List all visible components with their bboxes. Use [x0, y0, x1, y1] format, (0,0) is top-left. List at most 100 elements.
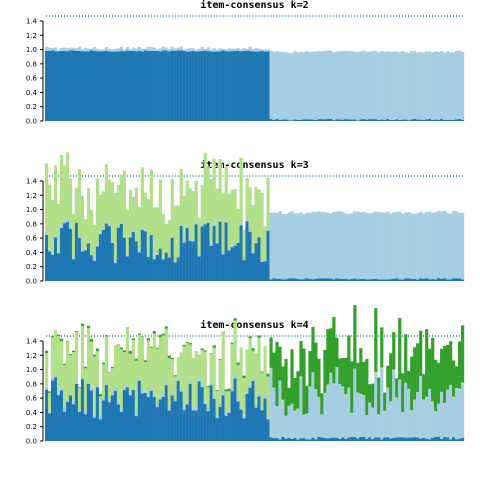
bar-segment-item-63-c2 — [230, 48, 234, 52]
bar-segment-item-94-c2 — [323, 50, 327, 120]
bar-segment-item-85-c2 — [296, 409, 300, 440]
bar-segment-item-46-c2 — [179, 388, 183, 392]
bar-segment-item-58-c2 — [215, 49, 219, 52]
bar-segment-item-52-c3 — [197, 217, 201, 254]
bar-segment-item-32-c4 — [137, 333, 141, 335]
bar-segment-item-9-c1 — [68, 395, 73, 441]
bar-segment-item-64-c3 — [233, 320, 237, 375]
bar-segment-item-15-c1 — [86, 243, 91, 281]
bar-segment-item-117-c3 — [392, 369, 396, 371]
bar-segment-item-125-c1 — [416, 279, 420, 281]
bar-segment-item-115-c2 — [386, 51, 390, 119]
bar-segment-item-130-c4 — [431, 337, 435, 402]
bar-segment-item-101-c4 — [344, 357, 348, 395]
bar-segment-item-92-c3 — [317, 397, 321, 398]
bar-segment-item-79-c1 — [278, 439, 282, 441]
bar-segment-item-62-c1 — [227, 51, 231, 121]
bar-segment-item-30-c1 — [131, 50, 135, 122]
bar-segment-item-137-c1 — [452, 278, 456, 281]
bar-segment-item-89-c1 — [308, 439, 312, 441]
y-tick-label: 1.0 — [26, 46, 37, 54]
bar-segment-item-31-c4 — [134, 358, 138, 361]
bar-segment-item-57-c2 — [212, 223, 216, 226]
bar-segment-item-49-c3 — [188, 344, 192, 380]
bar-segment-item-128-c4 — [425, 329, 429, 397]
bar-segment-item-134-c2 — [443, 210, 447, 279]
bar-segment-item-110-c1 — [371, 439, 375, 441]
bar-segment-item-112-c2 — [377, 212, 381, 280]
bar-segment-item-124-c2 — [413, 400, 417, 438]
bar-segment-item-73-c2 — [260, 408, 264, 411]
bar-segment-item-7-c4 — [62, 363, 67, 366]
bar-segment-item-134-c2 — [443, 52, 447, 120]
bar-segment-item-38-c2 — [155, 403, 159, 408]
bar-segment-item-61-c2 — [224, 412, 228, 417]
bar-segment-item-101-c2 — [344, 50, 348, 120]
bar-segment-item-38-c1 — [155, 254, 159, 281]
bar-segment-item-35-c1 — [146, 256, 150, 281]
bar-segment-item-63-c1 — [230, 51, 234, 121]
bar-segment-item-81-c2 — [284, 52, 288, 120]
bar-segment-item-4-c3 — [53, 165, 58, 236]
bar-segment-item-76-c2 — [269, 50, 273, 119]
bar-segment-item-112-c3 — [377, 414, 381, 416]
bar-segment-item-132-c4 — [437, 362, 441, 404]
bar-segment-item-83-c2 — [290, 52, 294, 121]
bar-segment-item-96-c3 — [329, 372, 333, 374]
bar-segment-item-75-c3 — [266, 376, 270, 418]
bar-segment-item-13-c1 — [80, 51, 85, 121]
bar-segment-item-68-c2 — [245, 391, 249, 394]
bar-segment-item-85-c4 — [296, 371, 300, 409]
bar-segment-item-31-c2 — [134, 411, 138, 417]
bar-segment-item-77-c2 — [272, 388, 276, 439]
bar-segment-item-19-c4 — [98, 394, 103, 397]
bar-segment-item-91-c2 — [314, 390, 318, 440]
bar-segment-item-65-c3 — [236, 208, 240, 243]
bar-segment-item-117-c2 — [392, 51, 396, 120]
bar-segment-item-79-c2 — [278, 51, 282, 121]
bar-segment-item-103-c1 — [350, 436, 354, 441]
bar-segment-item-49-c3 — [188, 188, 192, 240]
bar-segment-item-8-c3 — [65, 341, 70, 400]
bar-segment-item-48-c3 — [185, 342, 189, 401]
bar-segment-item-105-c1 — [356, 120, 360, 121]
bar-segment-item-8-c1 — [65, 221, 70, 281]
bar-segment-item-115-c4 — [386, 365, 390, 388]
bar-segment-item-80-c2 — [281, 213, 285, 280]
bar-segment-item-135-c1 — [446, 119, 450, 121]
bar-segment-item-76-c1 — [269, 437, 273, 441]
bar-segment-item-12-c1 — [77, 237, 82, 281]
bar-segment-item-76-c2 — [269, 369, 273, 438]
bar-segment-item-10-c1 — [71, 50, 76, 121]
bar-segment-item-27-c3 — [122, 352, 127, 388]
y-axis: 0.0 0.2 0.4 0.6 0.8 1.0 1.2 1.4 — [26, 18, 44, 126]
bar-segment-item-86-c2 — [299, 51, 303, 120]
bar-segment-item-60-c1 — [221, 254, 225, 281]
bar-segment-item-18-c2 — [95, 48, 100, 52]
bar-segment-item-20-c2 — [101, 49, 106, 52]
bar-segment-item-107-c4 — [362, 361, 366, 395]
bar-segment-item-8-c1 — [65, 51, 70, 121]
bar-segment-item-126-c1 — [419, 278, 423, 281]
bar-segment-item-84-c1 — [293, 119, 297, 121]
bar-segment-item-109-c2 — [368, 213, 372, 280]
bar-segment-item-48-c4 — [185, 341, 189, 343]
bar-segment-item-102-c2 — [347, 214, 351, 280]
bar-segment-item-40-c2 — [161, 46, 165, 51]
bar-segment-item-4-c2 — [53, 47, 58, 52]
bar-segment-item-50-c1 — [191, 50, 195, 122]
bar-segment-item-133-c3 — [440, 391, 444, 393]
bar-segment-item-109-c2 — [368, 51, 372, 120]
bar-segment-item-50-c3 — [191, 190, 195, 240]
bar-segment-item-129-c4 — [428, 348, 432, 390]
bar-segment-item-100-c2 — [341, 211, 345, 279]
bar-segment-item-107-c1 — [362, 436, 366, 441]
bar-segment-item-72-c3 — [257, 337, 261, 394]
bar-segment-item-36-c1 — [149, 51, 153, 121]
bar-segment-item-106-c4 — [359, 348, 363, 394]
bar-segment-item-85-c2 — [296, 213, 300, 279]
bar-segment-item-83-c2 — [290, 405, 294, 439]
bar-segment-item-10-c1 — [71, 259, 76, 281]
bar-segment-item-40-c2 — [161, 257, 165, 260]
bar-segment-item-69-c4 — [248, 336, 252, 339]
